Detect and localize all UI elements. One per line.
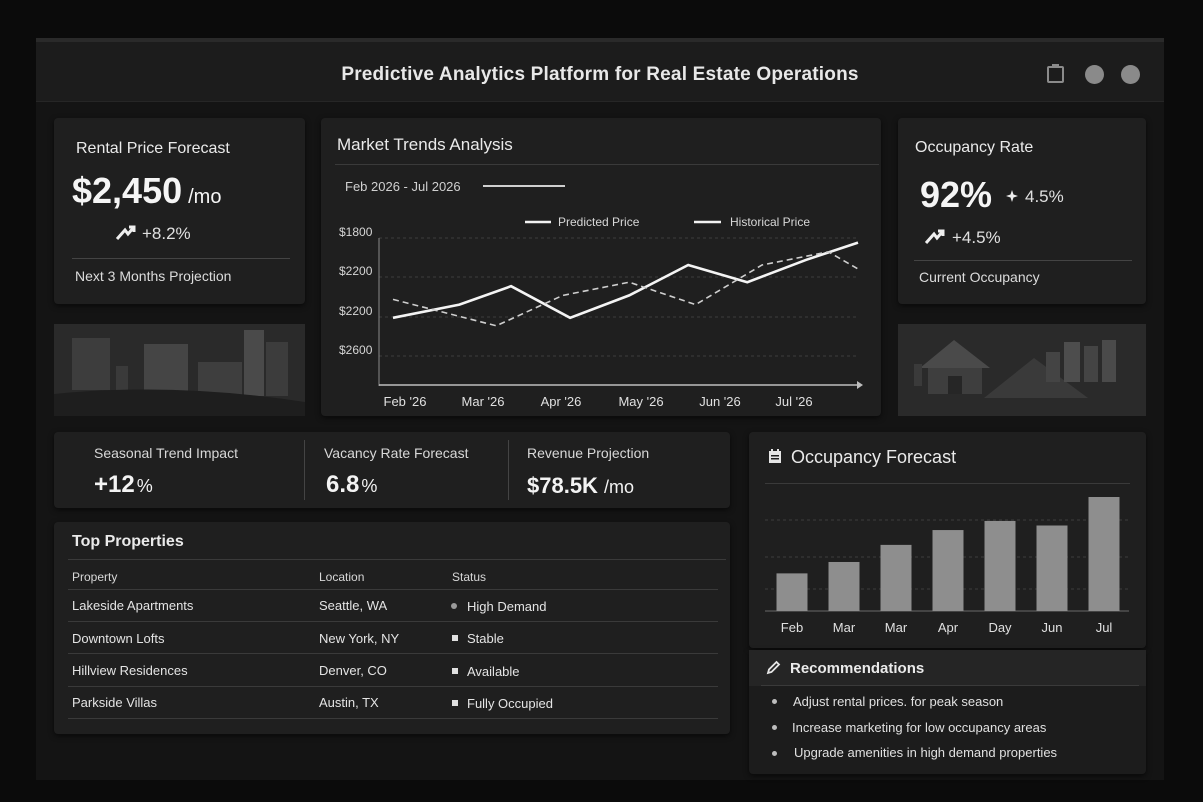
table-row-location: New York, NY	[319, 631, 400, 646]
x-tick-label: Mar	[833, 620, 856, 635]
status-indicator	[452, 700, 458, 706]
legend-label-historical: Historical Price	[730, 215, 810, 229]
seasonal-trend-label: Seasonal Trend Impact	[94, 445, 238, 461]
y-tick-label: $2200	[339, 264, 373, 278]
top-properties-title: Top Properties	[72, 533, 184, 550]
table-row-property[interactable]: Downtown Lofts	[72, 631, 165, 646]
bar	[828, 561, 860, 611]
rental-price-value: $2,450/mo	[72, 170, 222, 211]
y-tick-label: $2200	[339, 304, 373, 318]
rental-price-title: Rental Price Forecast	[76, 140, 230, 157]
occupancy-forecast-title: Occupancy Forecast	[791, 447, 957, 467]
bar	[984, 520, 1016, 611]
trend-up-icon	[116, 225, 136, 240]
house-image	[898, 324, 1146, 416]
status-indicator	[451, 603, 457, 609]
vacancy-rate-label: Vacancy Rate Forecast	[324, 445, 469, 461]
occupancy-rate-value: 92%	[920, 174, 993, 215]
x-tick-label: Jul	[1096, 620, 1113, 635]
close-button[interactable]	[1121, 65, 1140, 84]
series-line-predicted	[392, 241, 859, 320]
table-row-status: High Demand	[467, 599, 547, 614]
y-tick-label: $2600	[339, 343, 373, 357]
x-tick-label: Jun	[1042, 620, 1063, 635]
clipboard-icon[interactable]	[1047, 64, 1064, 83]
stats-strip: Seasonal Trend Impact +12% Vacancy Rate …	[54, 432, 730, 508]
x-tick-label: Mar	[885, 620, 908, 635]
y-tick-label: $1800	[339, 225, 373, 239]
column-header-location[interactable]: Location	[319, 570, 365, 584]
table-row-status: Fully Occupied	[467, 696, 553, 711]
recommendations-title: Recommendations	[790, 660, 925, 677]
market-trends-chart: $1800 $2200 $2200 $2600 Feb '26 Mar '26 Apr '2…	[339, 215, 863, 409]
moon-icon	[77, 447, 82, 457]
calendar-icon	[769, 449, 781, 463]
recommendations-card: Recommendations Adjust rental prices. fo…	[749, 650, 1146, 774]
x-tick-label: Apr '26	[541, 394, 582, 409]
city-skyline-image	[54, 324, 305, 416]
x-tick-label: Day	[988, 620, 1012, 635]
table-row-status: Available	[467, 664, 520, 679]
date-range-label[interactable]: Feb 2026 - Jul 2026	[345, 179, 461, 194]
rental-price-footer: Next 3 Months Projection	[75, 268, 232, 284]
titlebar: Predictive Analytics Platform for Real E…	[36, 42, 1164, 102]
trend-up-icon	[925, 229, 945, 244]
x-tick-label: Feb	[781, 620, 803, 635]
pencil-icon	[766, 660, 781, 675]
table-row-location: Seattle, WA	[319, 598, 388, 613]
table-row-property[interactable]: Parkside Villas	[72, 695, 158, 710]
occupancy-side-change: 4.5%	[1025, 187, 1064, 206]
table-row-property[interactable]: Hillview Residences	[72, 663, 188, 678]
top-properties-card: Top Properties Property Location Status …	[54, 522, 730, 734]
occupancy-rate-title: Occupancy Rate	[915, 139, 1034, 156]
bar	[1036, 525, 1068, 611]
revenue-projection-value: $78.5K/mo	[527, 473, 634, 498]
x-tick-label: May '26	[618, 394, 663, 409]
occupancy-rate-change: +4.5%	[952, 228, 1001, 247]
x-tick-label: Mar '26	[462, 394, 505, 409]
recommendation-item[interactable]: Upgrade amenities in high demand propert…	[794, 745, 1058, 760]
occupancy-forecast-chart: Feb Mar Mar Apr Day Jun Jul	[765, 497, 1129, 635]
x-tick-label: Jul '26	[775, 394, 812, 409]
recommendation-item[interactable]: Adjust rental prices. for peak season	[793, 694, 1004, 709]
table-row-location: Austin, TX	[319, 695, 379, 710]
rental-price-card: Rental Price Forecast $2,450/mo +8.2% Ne…	[54, 118, 305, 304]
occupancy-forecast-card: Occupancy Forecast Feb Mar Mar Apr Day Jun Jul	[749, 432, 1146, 648]
x-axis-arrow	[857, 381, 863, 389]
market-trends-card: Market Trends Analysis Feb 2026 - Jul 20…	[321, 118, 881, 416]
status-indicator	[452, 668, 458, 674]
sparkle-icon	[1006, 190, 1018, 202]
table-row-location: Denver, CO	[319, 663, 387, 678]
bar	[1088, 497, 1120, 611]
revenue-projection-label: Revenue Projection	[527, 445, 650, 461]
bar	[776, 573, 808, 611]
bar	[932, 530, 964, 611]
table-row-property[interactable]: Lakeside Apartments	[72, 598, 194, 613]
seasonal-trend-value: +12%	[94, 471, 153, 498]
series-line-historical	[392, 250, 859, 327]
status-indicator	[452, 635, 458, 641]
occupancy-rate-footer: Current Occupancy	[919, 269, 1040, 285]
recommendation-item[interactable]: Increase marketing for low occupancy are…	[792, 720, 1047, 735]
vacancy-rate-value: 6.8%	[326, 471, 378, 498]
column-header-property[interactable]: Property	[72, 570, 118, 584]
x-tick-label: Jun '26	[699, 394, 741, 409]
legend-label-predicted: Predicted Price	[558, 215, 640, 229]
bar	[880, 544, 912, 611]
x-tick-label: Feb '26	[384, 394, 427, 409]
app-title: Predictive Analytics Platform for Real E…	[341, 64, 859, 85]
minimize-button[interactable]	[1085, 65, 1104, 84]
rental-price-change: +8.2%	[142, 224, 191, 243]
column-header-status[interactable]: Status	[452, 570, 487, 584]
x-tick-label: Apr	[938, 620, 959, 635]
market-trends-title: Market Trends Analysis	[337, 135, 513, 154]
table-row-status: Stable	[467, 631, 504, 646]
occupancy-rate-card: Occupancy Rate 92% 4.5% +4.5% Current Oc…	[898, 118, 1146, 304]
